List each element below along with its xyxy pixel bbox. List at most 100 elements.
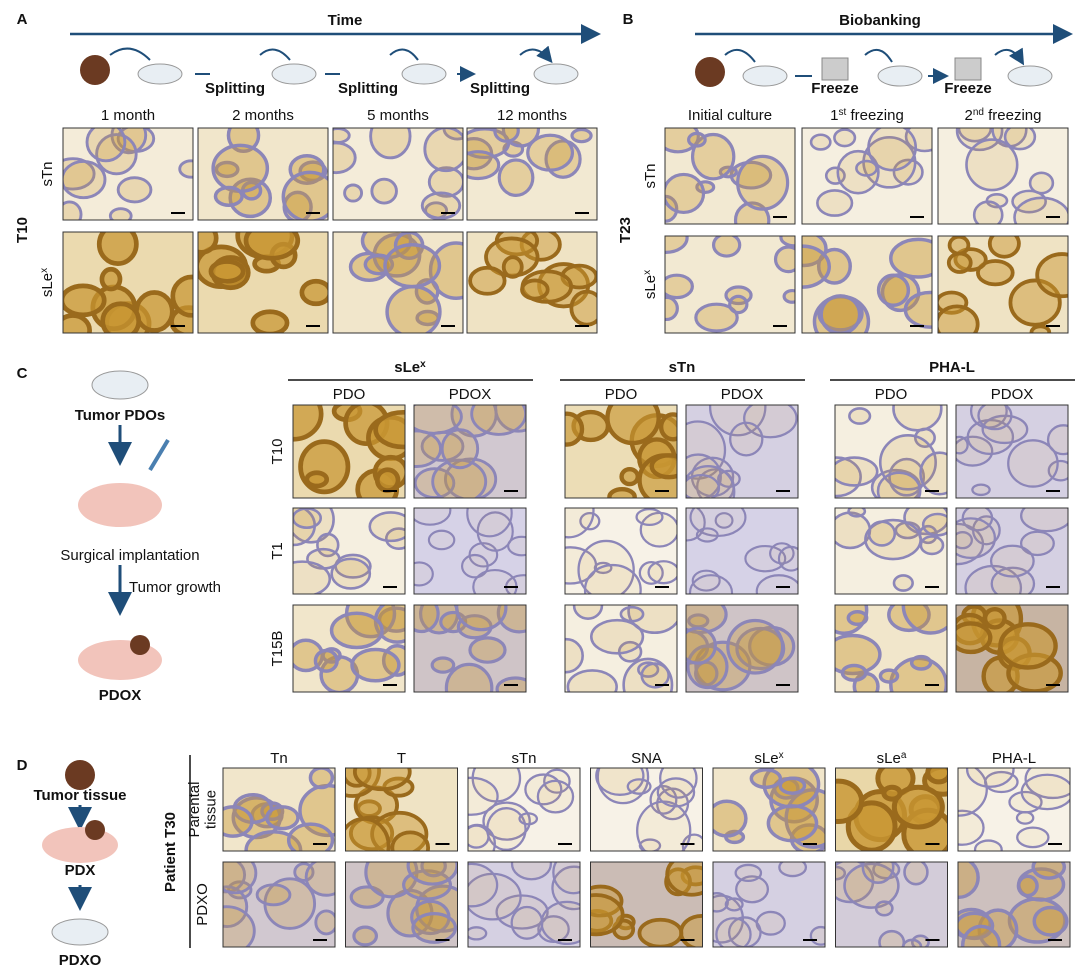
- organoid: [971, 483, 991, 497]
- micrograph: [664, 127, 796, 225]
- organoid: [891, 784, 945, 830]
- tissue: [349, 862, 458, 947]
- micrograph: [685, 604, 799, 693]
- organoid: [1016, 826, 1050, 849]
- organoid: [734, 863, 763, 883]
- organoid: [427, 529, 456, 551]
- tissue: [565, 405, 677, 498]
- row-label: PDXO: [194, 883, 211, 926]
- step-label: Splitting: [470, 80, 530, 97]
- organoid: [708, 405, 767, 437]
- micrograph: [835, 767, 948, 852]
- organoid: [414, 605, 440, 634]
- schematics: [42, 24, 1073, 948]
- row-label: sLex: [39, 268, 57, 297]
- organoid: [116, 176, 153, 204]
- organoid: [423, 128, 463, 173]
- organoid: [510, 905, 544, 940]
- tissue: [293, 605, 405, 692]
- frame: [345, 861, 458, 948]
- micrograph: [590, 861, 703, 948]
- tissue: [809, 128, 932, 217]
- tumor-icon: [65, 760, 95, 790]
- organoid: [861, 862, 895, 885]
- organoid: [647, 560, 677, 585]
- organoid: [99, 266, 123, 292]
- column-label: 5 months: [367, 107, 429, 124]
- organoid: [921, 512, 947, 537]
- organoid: [819, 294, 862, 333]
- organoid: [955, 128, 1004, 152]
- organoid: [958, 809, 985, 846]
- organoid: [467, 150, 501, 181]
- organoid: [494, 405, 526, 433]
- tissue: [958, 768, 1070, 851]
- frame: [685, 604, 799, 693]
- organoid: [583, 563, 642, 594]
- organoid: [919, 535, 945, 556]
- organoid: [659, 768, 698, 799]
- organoid: [510, 862, 553, 881]
- organoid: [1035, 252, 1068, 299]
- organoid: [314, 909, 335, 936]
- tissue: [467, 128, 593, 197]
- tissue: [468, 768, 575, 851]
- organoid: [96, 232, 139, 266]
- organoid: [95, 133, 138, 176]
- organoid: [468, 926, 488, 941]
- organoid: [223, 862, 258, 895]
- organoid: [63, 283, 107, 318]
- micrograph: [413, 507, 527, 595]
- organoid: [385, 284, 442, 333]
- tissue: [713, 768, 825, 851]
- organoid: [198, 232, 219, 255]
- organoid: [846, 609, 869, 627]
- organoid: [250, 309, 290, 333]
- column-label: T: [397, 750, 406, 767]
- tissue: [565, 508, 677, 594]
- organoid: [840, 663, 868, 682]
- organoid: [350, 647, 401, 683]
- organoid: [982, 607, 1007, 630]
- organoid: [637, 917, 684, 947]
- organoid: [468, 265, 507, 296]
- organoid: [715, 917, 752, 947]
- organoid: [255, 883, 292, 907]
- dish-icon: [1007, 65, 1053, 87]
- tissue: [956, 508, 1068, 594]
- tissue: [63, 232, 193, 333]
- organoid: [946, 251, 973, 274]
- organoid: [735, 875, 770, 904]
- organoid: [713, 892, 729, 913]
- organoid: [343, 183, 364, 203]
- micrograph: [937, 127, 1069, 225]
- organoid: [876, 273, 911, 307]
- panel-label: B: [623, 11, 634, 28]
- organoid: [635, 508, 664, 526]
- micrograph: [712, 861, 826, 948]
- tumor-icon: [695, 57, 725, 87]
- organoid: [293, 560, 332, 594]
- column-label: PDOX: [721, 386, 764, 403]
- organoid: [243, 232, 301, 261]
- frame: [835, 861, 948, 948]
- organoid: [728, 294, 749, 315]
- mouse-icon: [78, 483, 162, 527]
- tumor-icon: [130, 635, 150, 655]
- organoid: [656, 777, 696, 808]
- organoid: [736, 154, 790, 211]
- organoid: [466, 508, 513, 538]
- organoid: [848, 407, 872, 425]
- tissue: [956, 605, 1063, 692]
- organoid: [427, 166, 463, 198]
- organoid: [520, 278, 550, 301]
- freezer-icon: [954, 57, 982, 81]
- tissue: [686, 405, 798, 498]
- micrograph: [222, 861, 336, 948]
- organoid: [333, 128, 351, 144]
- arrow: [109, 49, 550, 60]
- organoid: [619, 605, 645, 623]
- organoid: [665, 236, 689, 254]
- organoid: [431, 458, 488, 498]
- organoid: [1031, 862, 1067, 880]
